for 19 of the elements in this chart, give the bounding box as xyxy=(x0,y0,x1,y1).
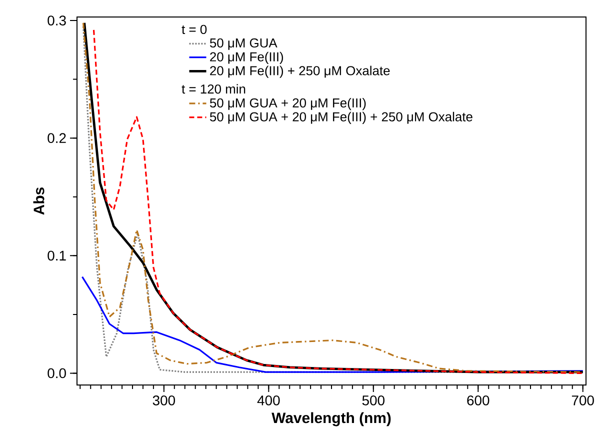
legend-label: 50 μM GUA xyxy=(210,38,278,50)
x-tick-label: 400 xyxy=(257,395,280,406)
x-axis-title: Wavelength (nm) xyxy=(272,412,391,426)
x-tick-label: 600 xyxy=(467,395,490,406)
legend-label: 20 μM Fe(III) xyxy=(210,52,284,64)
annotation: t = 120 min xyxy=(182,84,246,94)
x-tick-label: 300 xyxy=(152,395,176,406)
y-axis-title: Abs xyxy=(33,188,44,215)
legend-label: 20 μM Fe(III) + 250 μM Oxalate xyxy=(210,66,390,78)
y-tick-label: 0.2 xyxy=(48,133,66,144)
y-tick-label: 0.0 xyxy=(48,368,66,378)
y-tick-label: 0.3 xyxy=(48,16,66,26)
y-tick-label: 0.1 xyxy=(48,250,66,261)
line-series xyxy=(81,276,584,373)
legend-title: t = 0 xyxy=(182,24,207,34)
legend-label: 50 μM GUA + 20 μM Fe(III) + 250 μM Oxalate xyxy=(210,112,472,124)
legend-label: 50 μM GUA + 20 μM Fe(III) xyxy=(210,98,366,110)
x-tick-label: 500 xyxy=(362,395,384,406)
x-tick-label: 700 xyxy=(572,395,594,406)
